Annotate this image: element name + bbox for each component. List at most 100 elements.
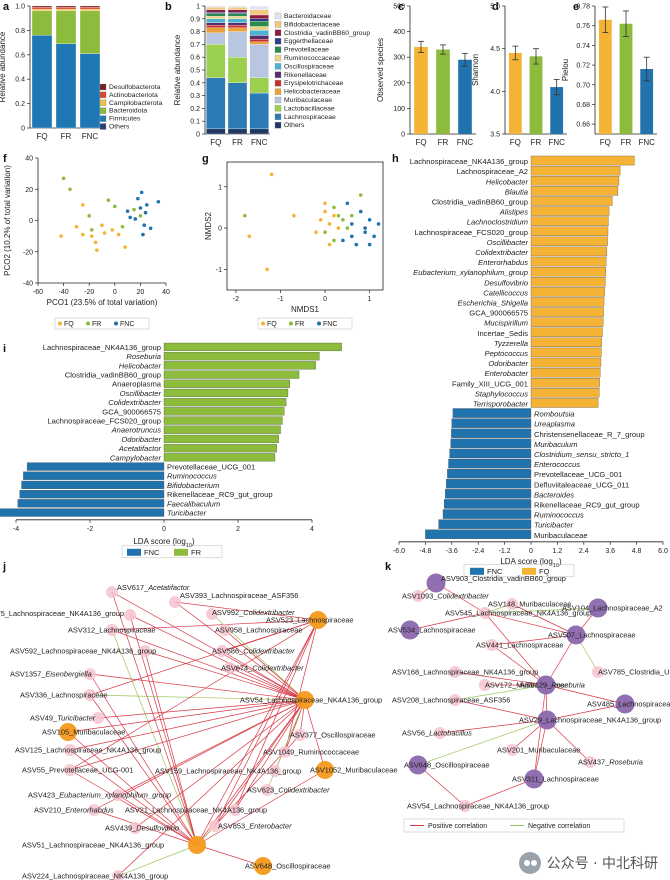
g-x-label: NMDS1 (291, 305, 320, 314)
j-node (59, 723, 77, 741)
c-bar (414, 46, 428, 134)
k-node-label: ASV903_Clostridia_vadinBB60_group (441, 574, 566, 583)
a-legend-swatch (99, 83, 107, 91)
i-legend-entry: FNC (144, 548, 160, 557)
i-bar-label: Anaeroplasma (112, 380, 162, 389)
panel-letter-d: d (492, 1, 499, 13)
h-bar (530, 388, 600, 398)
i-x-tick-label: 0 (162, 526, 166, 533)
k-node-label: ASV485_Lachnospiraceae (587, 700, 670, 709)
k-node-label: ASV545_Lachnospiraceae_NK4A136_group (445, 609, 591, 618)
g-point (341, 238, 345, 243)
a-bar-segment (79, 7, 101, 10)
j-node (216, 645, 228, 657)
j-edge (89, 619, 319, 696)
f-y-tick-label: 20 (25, 187, 33, 194)
g-point (269, 172, 274, 177)
j-node-label-italic: Eisenbergiella (45, 670, 91, 679)
k-node-label: ASV1093_Colidextribacter (402, 592, 489, 601)
i-legend-box (121, 545, 223, 559)
i-bar-label: Ruminococcus (167, 472, 217, 481)
b-legend-swatch (274, 12, 282, 20)
j-node (84, 689, 96, 701)
h-bar-label: Clostridia_vadinBB60_group (432, 198, 528, 207)
k-legend-box (403, 818, 625, 833)
f-point (93, 240, 98, 245)
h-bar (530, 307, 604, 317)
i-x-tick-label: 2 (236, 526, 240, 533)
b-legend-entry: Bacteroidaceae (284, 13, 331, 20)
j-edge (111, 591, 306, 701)
h-bar (448, 458, 532, 469)
i-bar (163, 444, 277, 453)
f-legend-entry: FQ (64, 321, 74, 328)
b-legend-entry: Oscillospiraceae (284, 63, 334, 70)
h-bar (530, 266, 606, 277)
c-category-label: FNC (457, 138, 474, 147)
b-y-tick-label: 0.3 (190, 93, 200, 100)
k-node (536, 675, 556, 695)
h-bar-label: Blautia (505, 187, 528, 196)
f-point (102, 231, 107, 235)
g-point (332, 205, 336, 210)
h-x-tick-label: 6.0 (658, 548, 668, 555)
f-point (100, 223, 104, 227)
f-legend-entry: FNC (120, 321, 134, 328)
f-point (113, 204, 117, 209)
j-node (129, 822, 141, 834)
d-y-tick-label: 4.0 (490, 89, 500, 96)
b-bar-segment (227, 7, 248, 10)
h-x-tick-label: -3.6 (446, 548, 458, 555)
k-node (434, 727, 446, 739)
j-edge (196, 619, 319, 846)
f-point (74, 224, 79, 229)
c-y-label: Observed species (376, 38, 385, 102)
i-bar-label: Lachnospiraceae_FCS020_group (47, 417, 161, 426)
b-y-tick-label: 0.4 (190, 80, 200, 87)
k-edge (417, 719, 548, 766)
g-point (332, 238, 336, 243)
h-bar (446, 479, 532, 489)
h-bar (530, 327, 603, 337)
j-node (294, 729, 306, 741)
f-point (68, 187, 72, 192)
h-bar-label: Escherichia_Shigella (458, 299, 529, 308)
k-node-label: ASV785_Clostridia_UCG-014 (598, 668, 670, 677)
g-point (358, 193, 363, 197)
f-legend-marker (114, 321, 118, 326)
h-x-label: LDA score (log10) (500, 557, 562, 569)
j-node (206, 608, 218, 620)
k-edge (491, 644, 547, 686)
i-bar-label: Roseburia (126, 352, 161, 361)
d-y-tick-label: 5.0 (490, 4, 500, 11)
j-node-label: ASV1052_Muribaculaceae (310, 766, 398, 775)
j-node (106, 624, 118, 636)
j-node-label: ASV648_Oscillospiraceae (245, 862, 330, 871)
i-bar-label: Faecalibaculum (167, 499, 220, 508)
b-bar-segment (227, 9, 248, 13)
h-bar-label: Mucispirillum (484, 319, 528, 328)
f-point (120, 224, 125, 229)
f-y-tick-label: 40 (25, 156, 33, 163)
g-point (327, 222, 332, 226)
b-legend-entry: Muribaculaceae (284, 97, 332, 104)
f-x-tick-label: 20 (137, 289, 145, 296)
k-node-label: ASV437_Roseburia (578, 758, 643, 767)
f-y-tick-label: 0 (29, 218, 33, 225)
h-bar (530, 277, 606, 287)
h-x-tick-label: 1.2 (553, 548, 563, 555)
k-edge (464, 778, 535, 807)
d-category-label: FNC (548, 138, 565, 147)
f-point (59, 234, 63, 238)
h-bar (530, 347, 602, 358)
f-point (138, 214, 143, 218)
f-point (81, 203, 85, 207)
i-bar (23, 471, 165, 480)
k-edge (484, 612, 577, 636)
j-edge (129, 614, 306, 701)
f-legend-marker (86, 321, 90, 326)
f-point (132, 207, 136, 212)
k-node (588, 598, 608, 618)
watermark: 公众号 · 中北科研 (518, 852, 658, 874)
g-point (358, 209, 363, 214)
